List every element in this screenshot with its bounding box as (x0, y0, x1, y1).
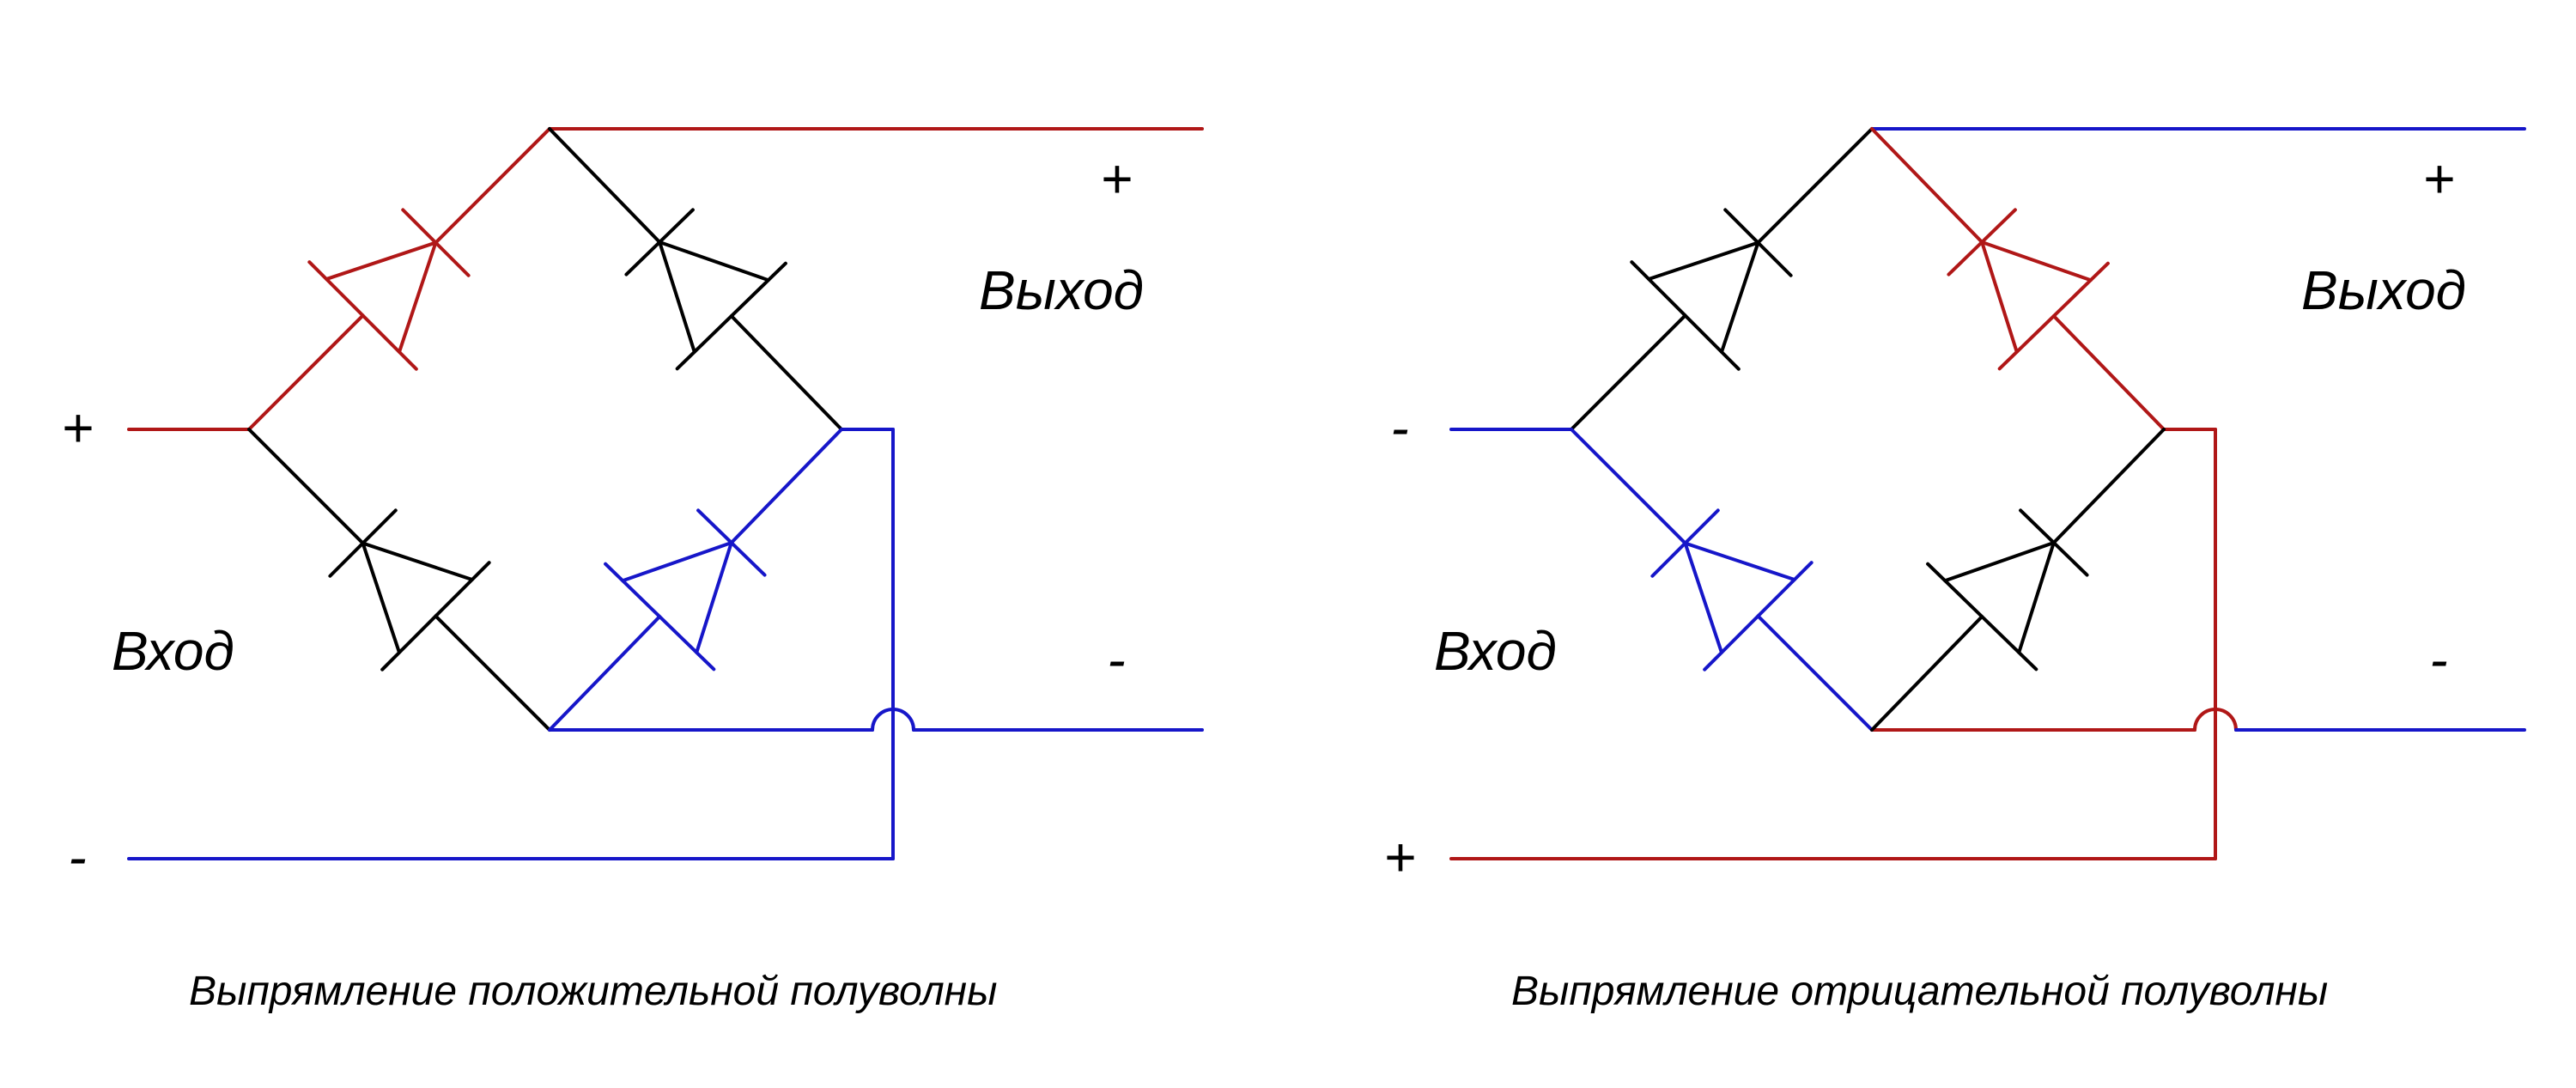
diode-base-tick (309, 262, 326, 279)
diode-bottom-left (249, 429, 550, 730)
diode-base-tick (605, 564, 623, 581)
diode-base-tick (1631, 262, 1649, 279)
diode-lead-anode (1758, 616, 1872, 730)
diode-base-tick (2000, 352, 2017, 369)
diode-lead-anode (1571, 315, 1686, 429)
diode-top-right (1872, 129, 2164, 429)
diode-base-tick (2019, 653, 2036, 670)
diode-base-tick (399, 352, 416, 369)
input-top-sign: + (61, 397, 93, 459)
diode-lead-anode (249, 315, 363, 429)
caption: Выпрямление отрицательной полуволны (1511, 969, 2328, 1014)
diode-base-tick (677, 352, 695, 369)
diode-lead-cathode (249, 429, 363, 544)
diode-lead-cathode (732, 429, 841, 543)
diode-lead-cathode (1758, 129, 1872, 243)
diode-lead-anode (435, 616, 550, 730)
diode-base-tick (769, 264, 786, 281)
diode-lead-cathode (1872, 129, 1982, 242)
output-label: Выход (2301, 259, 2466, 321)
output-minus-sign: - (1107, 629, 1125, 690)
diode-lead-cathode (550, 129, 659, 242)
circuit-positive-half: + - Вход Выход + - Выпрямление положительной п… (61, 129, 1202, 1014)
input-bottom-sign: - (68, 826, 86, 888)
diode-base-tick (2091, 264, 2108, 281)
diode-base-tick (1795, 562, 1812, 580)
diode-lead-anode (1872, 617, 1982, 730)
circuit-negative-half: - + Вход Выход + - Выпрямление отрицательной п… (1383, 129, 2524, 1014)
output-label: Выход (979, 259, 1144, 321)
caption: Выпрямление положительной полуволны (189, 969, 997, 1014)
output-minus-sign: - (2429, 629, 2447, 690)
diode-lead-anode (2054, 316, 2164, 429)
diode-base-tick (1704, 653, 1722, 670)
diode-base-tick (1722, 352, 1739, 369)
diode-base-tick (472, 562, 489, 580)
diode-base-tick (696, 653, 714, 670)
output-plus-sign: + (1100, 148, 1132, 210)
diode-top-left (1571, 129, 1872, 429)
diode-lead-anode (550, 617, 659, 730)
diode-top-right (550, 129, 841, 429)
input-top-sign: - (1390, 397, 1408, 459)
input-label: Вход (112, 620, 234, 682)
diode-bottom-right (550, 429, 841, 730)
diode-lead-cathode (435, 129, 550, 243)
diode-bottom-left (1571, 429, 1872, 730)
input-label: Вход (1434, 620, 1557, 682)
output-plus-sign: + (2422, 148, 2454, 210)
diode-lead-cathode (2054, 429, 2164, 543)
input-bottom-sign: + (1383, 826, 1415, 888)
diode-lead-anode (732, 316, 841, 429)
diode-lead-cathode (1571, 429, 1686, 544)
diode-top-left (249, 129, 550, 429)
diode-base-tick (382, 653, 399, 670)
diode-bottom-right (1872, 429, 2164, 730)
diode-base-tick (1928, 564, 1945, 581)
